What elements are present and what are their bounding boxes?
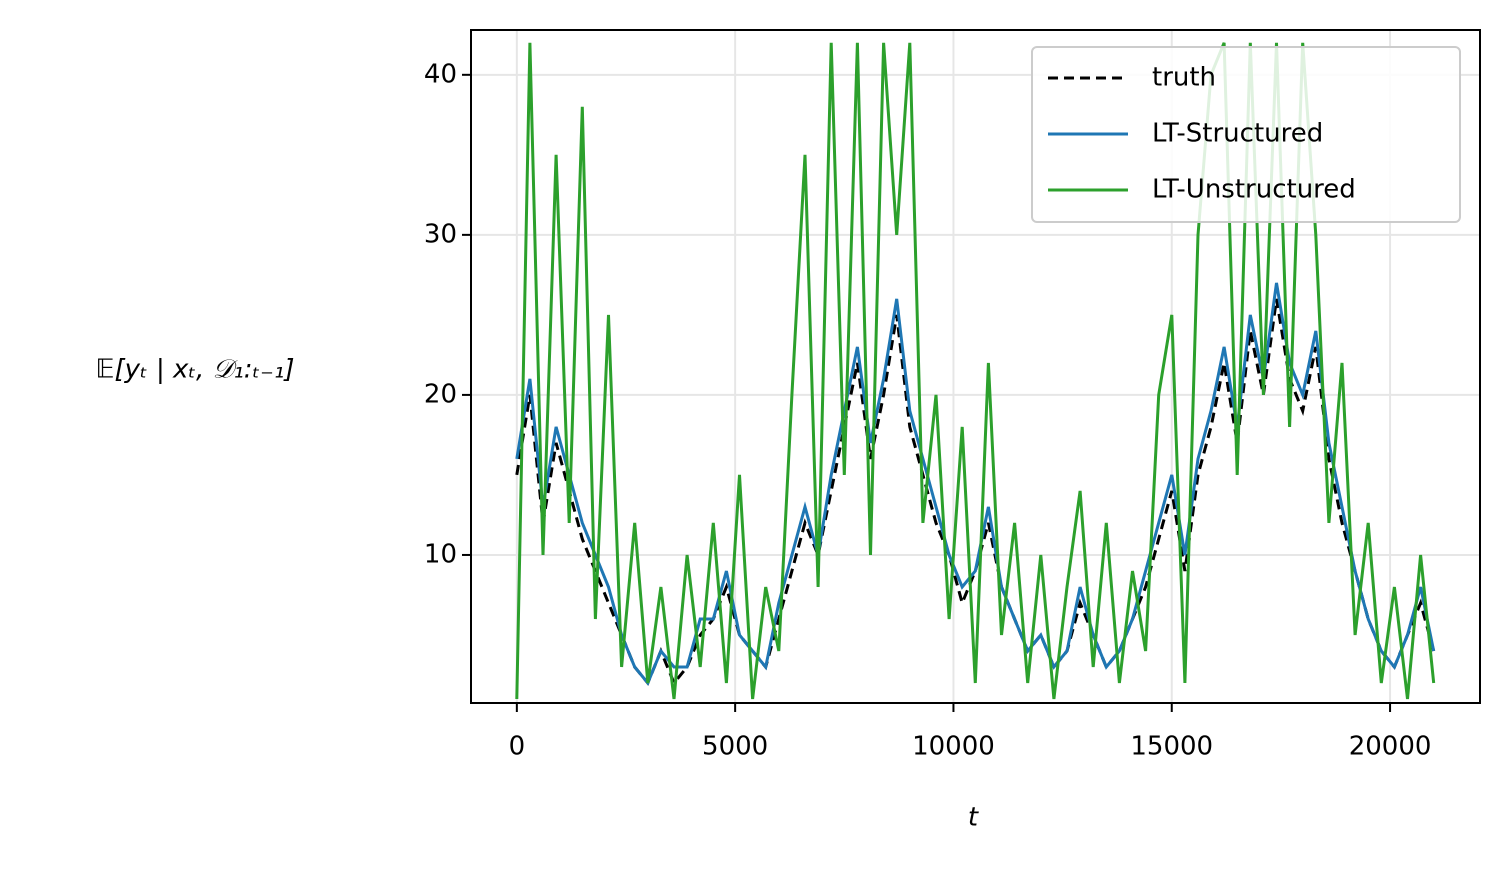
series-line [515, 282, 1436, 686]
x-tick-label: 15000 [1130, 732, 1213, 762]
legend-label: LT-Structured [1152, 119, 1323, 149]
x-tick-label: 20000 [1349, 732, 1432, 762]
legend-box [1031, 46, 1461, 223]
plot-frame [470, 29, 1481, 704]
x-axis-label: t [968, 803, 979, 833]
y-tick-label: 10 [424, 539, 457, 569]
y-tick-label: 40 [424, 59, 457, 89]
x-tick-label: 0 [509, 732, 526, 762]
legend-label: truth [1152, 63, 1216, 93]
y-tick-label: 30 [424, 219, 457, 249]
x-tick-label: 5000 [702, 732, 768, 762]
y-axis-label: 𝔼[yₜ | xₜ, 𝒟₁:ₜ₋₁] [96, 355, 295, 385]
legend-label: LT-Unstructured [1152, 175, 1356, 205]
x-tick-label: 10000 [912, 732, 995, 762]
y-tick-label: 20 [424, 379, 457, 409]
